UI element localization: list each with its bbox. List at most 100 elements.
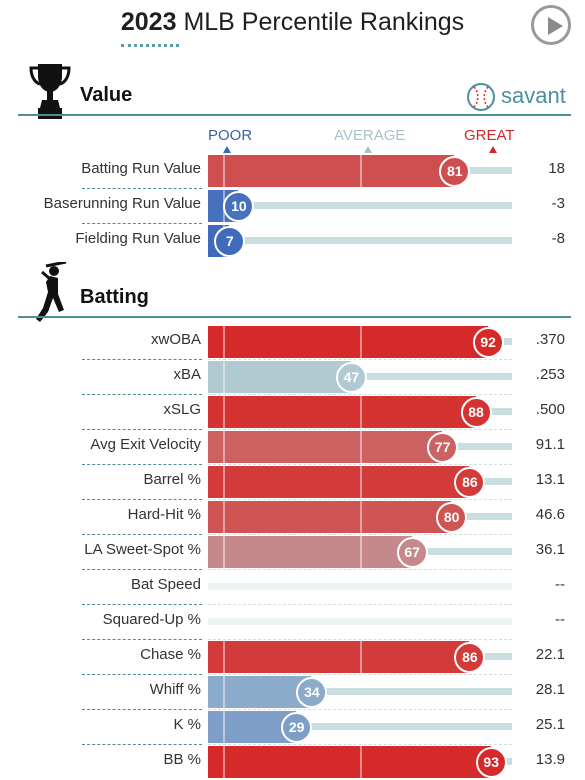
percentile-badge[interactable]: 86	[454, 467, 486, 498]
scale-great-arrow	[489, 146, 497, 153]
batter-icon	[36, 262, 67, 322]
row-separator	[208, 464, 512, 465]
row-separator	[208, 639, 512, 640]
scale-great-label: GREAT	[464, 127, 515, 144]
metric-track	[208, 583, 512, 590]
poor-guide-line	[223, 396, 226, 428]
poor-guide-line	[223, 676, 226, 708]
metric-value: 13.1	[535, 471, 565, 488]
scale-average-label: AVERAGE	[334, 127, 406, 144]
percentile-badge[interactable]: 7	[214, 226, 246, 257]
metric-value: 28.1	[535, 681, 565, 698]
metric-row[interactable]: K % 29 25.1	[0, 710, 585, 745]
metric-row[interactable]: Chase % 86 22.1	[0, 640, 585, 675]
metric-bar	[208, 431, 443, 463]
metric-label: Batting Run Value	[81, 160, 201, 177]
row-separator	[208, 709, 512, 710]
metric-value: --	[555, 611, 565, 628]
average-guide-line	[360, 431, 362, 463]
metric-label: Whiff %	[149, 681, 201, 698]
metric-row[interactable]: xwOBA 92 .370	[0, 325, 585, 360]
metric-label: Chase %	[140, 646, 201, 663]
row-separator	[208, 394, 512, 395]
row-separator	[208, 569, 512, 570]
metric-row[interactable]: Batting Run Value 81 18	[0, 154, 585, 189]
metric-row[interactable]: Hard-Hit % 80 46.6	[0, 500, 585, 535]
metric-row[interactable]: Baserunning Run Value 10 -3	[0, 189, 585, 224]
row-separator	[208, 359, 512, 360]
section-value-divider	[18, 114, 571, 116]
metric-label: BB %	[163, 751, 201, 768]
percentile-badge[interactable]: 81	[439, 156, 471, 187]
row-separator	[82, 188, 202, 189]
average-guide-line	[360, 466, 362, 498]
poor-guide-line	[223, 466, 226, 498]
metric-row[interactable]: LA Sweet-Spot % 67 36.1	[0, 535, 585, 570]
metric-label: Fielding Run Value	[75, 230, 201, 247]
average-guide-line	[360, 326, 362, 358]
metric-track	[208, 618, 512, 625]
row-separator	[82, 394, 202, 395]
metric-bar	[208, 155, 455, 187]
baseball-icon	[467, 83, 495, 111]
row-separator	[82, 639, 202, 640]
percentile-badge[interactable]: 67	[396, 537, 428, 568]
metric-row[interactable]: Avg Exit Velocity 77 91.1	[0, 430, 585, 465]
percentile-badge[interactable]: 80	[436, 502, 468, 533]
metric-value: .370	[535, 331, 565, 348]
metric-bar	[208, 501, 452, 533]
metric-bar	[208, 466, 470, 498]
percentile-badge[interactable]: 47	[335, 362, 367, 393]
metric-row[interactable]: Whiff % 34 28.1	[0, 675, 585, 710]
average-guide-line	[360, 501, 362, 533]
percentile-badge[interactable]: 34	[296, 677, 328, 708]
row-separator	[82, 569, 202, 570]
metric-value: 46.6	[535, 506, 565, 523]
poor-guide-line	[223, 746, 226, 778]
percentile-badge[interactable]: 29	[281, 712, 313, 743]
average-guide-line	[360, 155, 362, 187]
metric-value: -8	[551, 230, 565, 247]
average-guide-line	[360, 641, 362, 673]
scale-average-arrow	[364, 146, 372, 153]
metric-row[interactable]: Fielding Run Value 7 -8	[0, 224, 585, 259]
metric-bar	[208, 361, 351, 393]
metric-label: Squared-Up %	[102, 611, 201, 628]
poor-guide-line	[223, 326, 226, 358]
metric-bar	[208, 396, 476, 428]
metric-row[interactable]: Squared-Up % --	[0, 605, 585, 640]
percentile-badge[interactable]: 10	[223, 191, 255, 222]
metric-label: LA Sweet-Spot %	[84, 541, 201, 558]
metric-bar	[208, 676, 312, 708]
poor-guide-line	[223, 501, 226, 533]
metric-value: 13.9	[535, 751, 565, 768]
percentile-badge[interactable]: 77	[427, 432, 459, 463]
metric-row[interactable]: Bat Speed --	[0, 570, 585, 605]
metric-bar	[208, 326, 488, 358]
row-separator	[208, 429, 512, 430]
metric-row[interactable]: Barrel % 86 13.1	[0, 465, 585, 500]
title-text: MLB Percentile Rankings	[183, 8, 465, 36]
metric-value: 91.1	[535, 436, 565, 453]
row-separator	[208, 674, 512, 675]
average-guide-line	[360, 536, 362, 568]
percentile-badge[interactable]: 88	[460, 397, 492, 428]
play-circle-icon[interactable]	[531, 5, 571, 45]
row-separator	[208, 499, 512, 500]
metric-row[interactable]: xBA 47 .253	[0, 360, 585, 395]
metric-bar	[208, 746, 491, 778]
row-separator	[82, 604, 202, 605]
percentile-badge[interactable]: 86	[454, 642, 486, 673]
row-separator	[208, 744, 512, 745]
metric-row[interactable]: BB % 93 13.9	[0, 745, 585, 780]
row-separator	[82, 499, 202, 500]
percentile-badge[interactable]: 92	[472, 327, 504, 358]
percentile-badge[interactable]: 93	[475, 747, 507, 778]
metric-value: -3	[551, 195, 565, 212]
metric-row[interactable]: xSLG 88 .500	[0, 395, 585, 430]
row-separator	[82, 709, 202, 710]
metric-label: Bat Speed	[130, 576, 201, 593]
metric-value: 25.1	[535, 716, 565, 733]
trophy-icon	[29, 64, 71, 119]
metric-value: 18	[548, 160, 565, 177]
